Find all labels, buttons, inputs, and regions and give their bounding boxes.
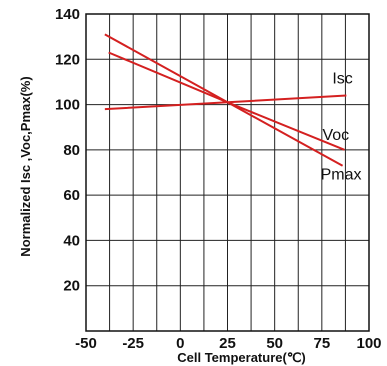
x-tick-label: 50 (266, 335, 283, 352)
x-tick-label: 25 (219, 335, 236, 352)
x-axis-label: Cell Temperature(℃) (177, 350, 306, 365)
y-tick-label: 100 (55, 97, 80, 114)
series-line-pmax (104, 33, 344, 167)
y-tick-label: 40 (63, 232, 80, 249)
series-label-pmax: Pmax (321, 167, 362, 184)
x-axis-ticks: -50 -25 0 25 50 75 100 (75, 335, 381, 352)
y-tick-label: 60 (63, 187, 80, 204)
y-axis-ticks: 20 40 60 80 100 120 140 (55, 6, 80, 295)
y-tick-label: 120 (55, 51, 80, 68)
y-axis-label: Normalized Isc ,Voc,Pmax(%) (18, 76, 33, 256)
x-tick-label: -50 (75, 335, 97, 352)
y-tick-label: 140 (55, 6, 80, 23)
x-tick-label: -25 (122, 335, 144, 352)
x-tick-label: 100 (356, 335, 381, 352)
x-tick-label: 75 (313, 335, 330, 352)
series-labels: Isc Voc Pmax (321, 71, 362, 184)
x-tick-label: 0 (176, 335, 184, 352)
series-label-voc: Voc (322, 127, 349, 144)
y-tick-label: 20 (63, 278, 80, 295)
series-label-isc: Isc (332, 71, 352, 88)
y-tick-label: 80 (63, 142, 80, 159)
series-lines (104, 33, 347, 167)
plot-frame (85, 13, 370, 332)
